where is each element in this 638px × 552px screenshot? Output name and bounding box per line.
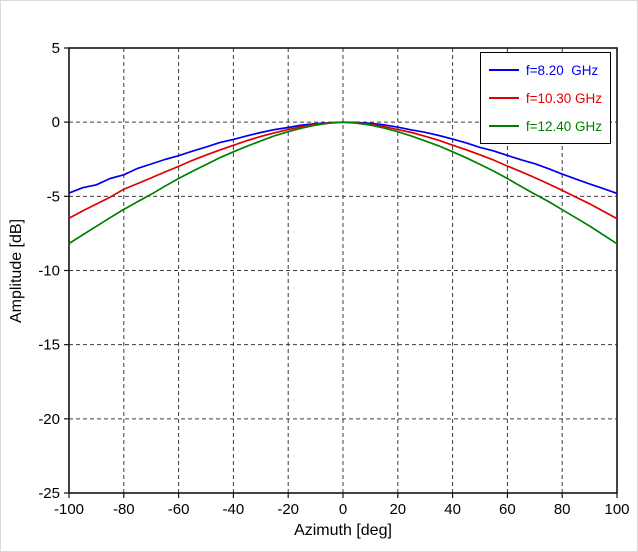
y-tick-label: -25 <box>38 485 60 502</box>
x-tick-label: 100 <box>604 501 629 518</box>
x-axis-label: Azimuth [deg] <box>294 522 392 539</box>
x-tick-label: -100 <box>54 501 84 518</box>
y-axis-label: Amplitude [dB] <box>8 218 25 324</box>
legend-line-sample <box>488 125 519 127</box>
y-tick-label: -10 <box>38 263 60 280</box>
series-line-3 <box>68 121 618 245</box>
y-tick-label: 0 <box>52 114 60 131</box>
x-tick-label: -60 <box>168 501 190 518</box>
legend: f=8.20 GHz f=10.30 GHz f=12.40 GHz <box>479 52 611 144</box>
legend-item-1: f=8.20 GHz <box>488 56 602 84</box>
x-tick-label: -20 <box>277 501 299 518</box>
legend-line-sample <box>488 97 519 99</box>
x-tick-label: 0 <box>339 501 347 518</box>
legend-label: f=12.40 GHz <box>525 118 602 134</box>
x-tick-label: 40 <box>444 501 461 518</box>
y-tick-label: -5 <box>47 188 60 205</box>
y-tick-label: 5 <box>52 40 60 57</box>
x-tick-label: 80 <box>554 501 571 518</box>
legend-item-2: f=10.30 GHz <box>488 84 602 112</box>
x-tick-label: -40 <box>223 501 245 518</box>
y-tick-label: -20 <box>38 411 60 428</box>
x-tick-label: 60 <box>499 501 516 518</box>
legend-label: f=10.30 GHz <box>525 90 602 106</box>
y-tick-label: -15 <box>38 337 60 354</box>
legend-label: f=8.20 GHz <box>525 62 599 78</box>
legend-line-sample <box>488 69 519 71</box>
x-tick-label: -80 <box>113 501 135 518</box>
x-tick-label: 20 <box>389 501 406 518</box>
legend-item-3: f=12.40 GHz <box>488 112 602 140</box>
